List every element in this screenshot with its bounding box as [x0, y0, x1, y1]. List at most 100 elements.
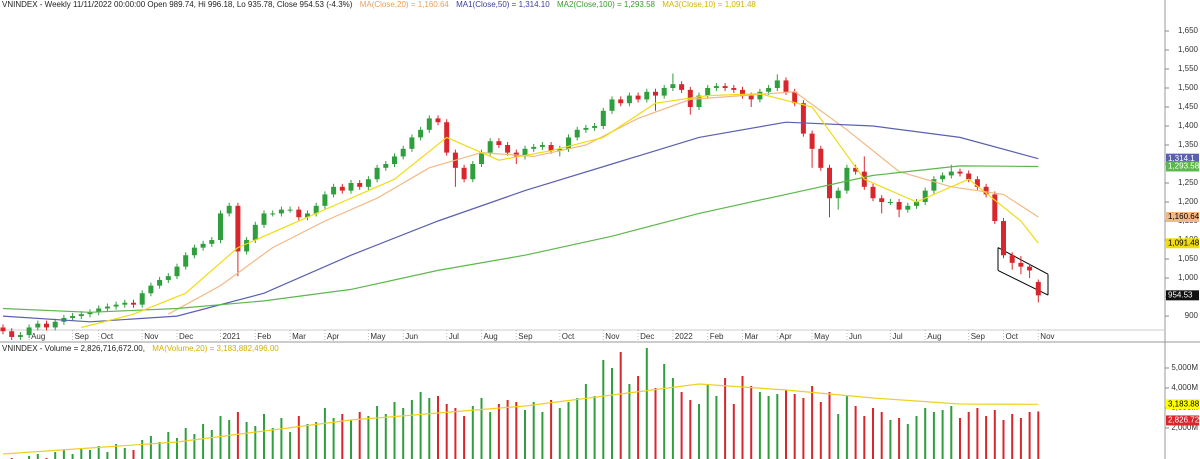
volume-bar — [532, 402, 535, 459]
candle-body — [496, 141, 502, 146]
volume-bar — [306, 424, 309, 459]
volume-bar — [611, 368, 613, 459]
candle-body — [966, 173, 972, 180]
volume-bar — [724, 378, 727, 459]
candle-body — [644, 91, 650, 100]
candle-body — [548, 145, 554, 151]
candle-body — [322, 194, 328, 206]
candle-body — [226, 205, 232, 214]
y-tick-label: 1,350 — [1178, 140, 1199, 149]
candle-body — [131, 302, 136, 305]
candle-body — [783, 80, 789, 92]
candle-body — [252, 224, 258, 241]
y-tick-label: 1,050 — [1178, 254, 1199, 263]
candle-body — [748, 95, 754, 100]
x-tick-label: May — [370, 332, 385, 341]
candle-body — [191, 247, 197, 256]
x-tick-label: Mar — [292, 332, 306, 341]
volume-bar — [323, 408, 326, 459]
candle-body — [183, 255, 189, 267]
volume-bar — [202, 424, 205, 459]
candle-body — [870, 186, 876, 199]
candle-body — [296, 209, 302, 218]
volume-bar — [976, 408, 979, 459]
x-tick-label: Nov — [1040, 332, 1054, 341]
candle-body — [522, 148, 528, 157]
candle-body — [104, 306, 110, 309]
y-tick-label: 1,000 — [1178, 273, 1199, 282]
x-tick-label: Apr — [779, 332, 792, 341]
candle-body — [235, 205, 241, 252]
candle-body — [557, 148, 563, 151]
x-tick-label: Dec — [179, 332, 193, 341]
x-tick-label: 2021 — [223, 332, 241, 341]
volume-title: VNINDEX - Volume = 2,826,716,672.00, — [2, 344, 145, 353]
volume-bar — [36, 454, 39, 459]
candle-body — [835, 190, 841, 199]
candle-body — [1035, 281, 1041, 296]
candle-body — [992, 194, 998, 222]
volume-bar — [558, 408, 561, 459]
volume-bar — [715, 396, 718, 459]
candle-body — [270, 213, 276, 215]
candle-body — [287, 209, 293, 211]
x-tick-label: Oct — [1006, 332, 1019, 341]
value-box — [1166, 415, 1199, 426]
volume-bar — [619, 352, 622, 459]
price-header: VNINDEX - Weekly 11/11/2022 00:00:00 Ope… — [2, 0, 761, 9]
volume-bar — [315, 422, 318, 459]
volume-bar — [228, 420, 231, 459]
candle-body — [44, 323, 49, 328]
moving-average — [2, 383, 1039, 455]
candle-body — [87, 312, 93, 315]
candle-body — [766, 88, 772, 92]
volume-bar — [219, 416, 222, 459]
volume-bar — [689, 400, 692, 459]
volume-bar — [71, 454, 74, 459]
candle-body — [722, 86, 728, 88]
candle-body — [800, 103, 806, 134]
volume-bar — [663, 364, 666, 459]
candle-body — [35, 323, 41, 328]
candle-body — [174, 266, 180, 277]
volume-bar — [567, 402, 570, 459]
value-box-label: 1,160.64 — [1168, 212, 1200, 221]
candle-body — [409, 137, 415, 149]
x-tick-label: Oct — [101, 332, 114, 341]
candle-body — [426, 118, 432, 130]
candle-body — [9, 331, 15, 337]
candle-body — [244, 240, 250, 252]
y-tick-label: 1,650 — [1178, 26, 1199, 35]
candle-body — [139, 293, 145, 305]
volume-bar — [776, 394, 779, 459]
volume-bar — [959, 418, 961, 459]
y-tick-label: 1,450 — [1178, 102, 1199, 111]
volume-bar — [376, 406, 379, 459]
volume-bar — [141, 440, 144, 459]
candle-body — [731, 88, 737, 90]
candle-body — [331, 186, 337, 195]
x-tick-label: Mar — [745, 332, 759, 341]
volume-bar — [906, 424, 909, 459]
volume-bar — [950, 406, 953, 459]
volume-bar — [80, 448, 83, 459]
candle-body — [505, 145, 511, 153]
candle-body — [983, 186, 989, 195]
candle-body — [0, 327, 6, 332]
volume-bar — [993, 410, 996, 459]
header-title: VNINDEX - Weekly 11/11/2022 00:00:00 Ope… — [2, 0, 353, 9]
volume-bar — [967, 412, 970, 459]
candle-body — [957, 171, 963, 174]
volume-bar — [706, 384, 709, 459]
value-box — [1166, 153, 1199, 164]
volume-bar — [1019, 418, 1022, 459]
x-tick-label: Feb — [710, 332, 724, 341]
volume-bar — [89, 450, 91, 459]
volume-bar — [880, 412, 883, 459]
candle-body — [809, 133, 815, 149]
volume-bar — [541, 412, 544, 459]
volume-bar — [97, 446, 100, 459]
volume-bar — [680, 392, 683, 459]
candle-body — [1001, 221, 1006, 256]
candle-body — [339, 186, 345, 191]
